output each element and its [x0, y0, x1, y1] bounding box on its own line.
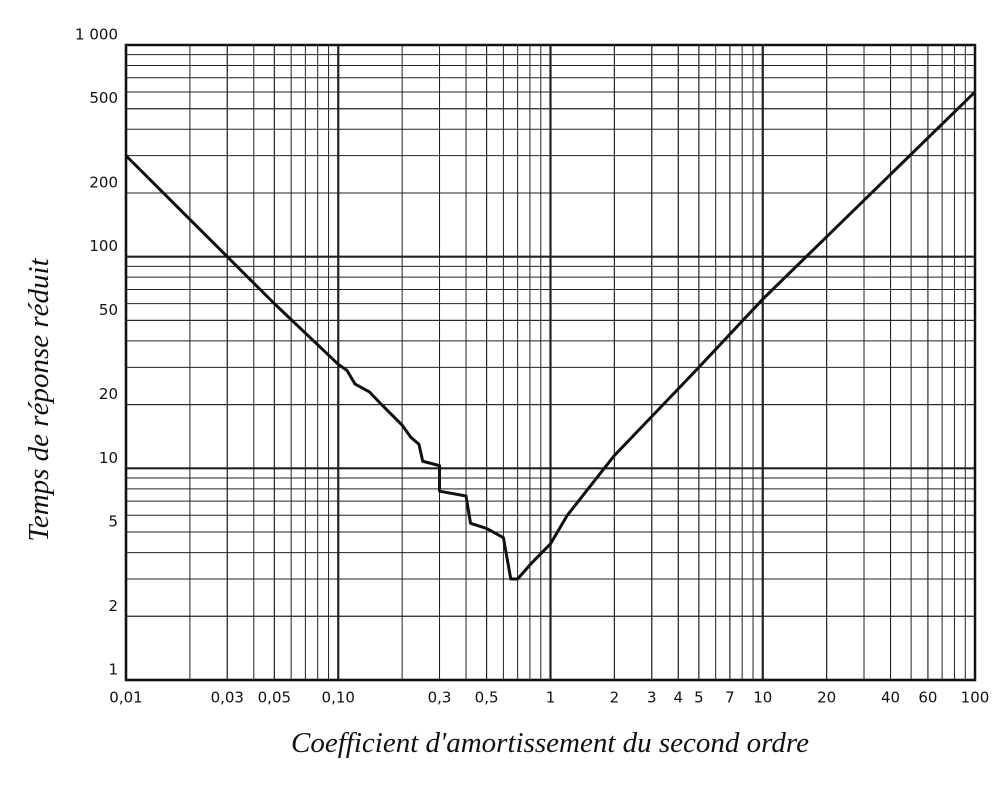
x-tick-label: 0,05	[258, 689, 291, 707]
x-tick-label: 0,03	[211, 689, 244, 707]
x-axis-title: Coefficient d'amortissement du second or…	[291, 727, 809, 759]
x-tick-label: 40	[881, 689, 900, 707]
x-tick-label: 5	[694, 689, 704, 707]
y-axis-title: Temps de réponse réduit	[23, 257, 55, 541]
x-tick-label: 10	[753, 689, 772, 707]
y-tick-label: 200	[89, 173, 118, 191]
x-tick-label: 4	[674, 689, 684, 707]
y-tick-label: 20	[99, 385, 118, 403]
y-tick-label: 10	[99, 449, 118, 467]
x-tick-label: 60	[918, 689, 937, 707]
x-tick-label: 3	[647, 689, 657, 707]
y-tick-label: 100	[89, 237, 118, 255]
x-tick-label: 7	[725, 689, 735, 707]
plot-frame	[124, 43, 977, 682]
x-tick-label: 2	[610, 689, 620, 707]
x-tick-label: 0,5	[475, 689, 499, 707]
y-tick-label: 1	[108, 661, 118, 679]
y-tick-label: 2	[108, 597, 118, 615]
y-tick-label: 1 000	[75, 26, 118, 44]
x-tick-label: 1	[546, 689, 556, 707]
data-line	[124, 90, 977, 581]
x-tick-label: 0,3	[428, 689, 452, 707]
x-tick-label: 0,10	[322, 689, 355, 707]
x-tick-label: 0,01	[109, 689, 142, 707]
x-tick-label: 100	[961, 689, 990, 707]
x-tick-label: 20	[817, 689, 836, 707]
y-tick-label: 5	[108, 513, 118, 531]
y-tick-label: 500	[89, 89, 118, 107]
y-tick-label: 50	[99, 301, 118, 319]
